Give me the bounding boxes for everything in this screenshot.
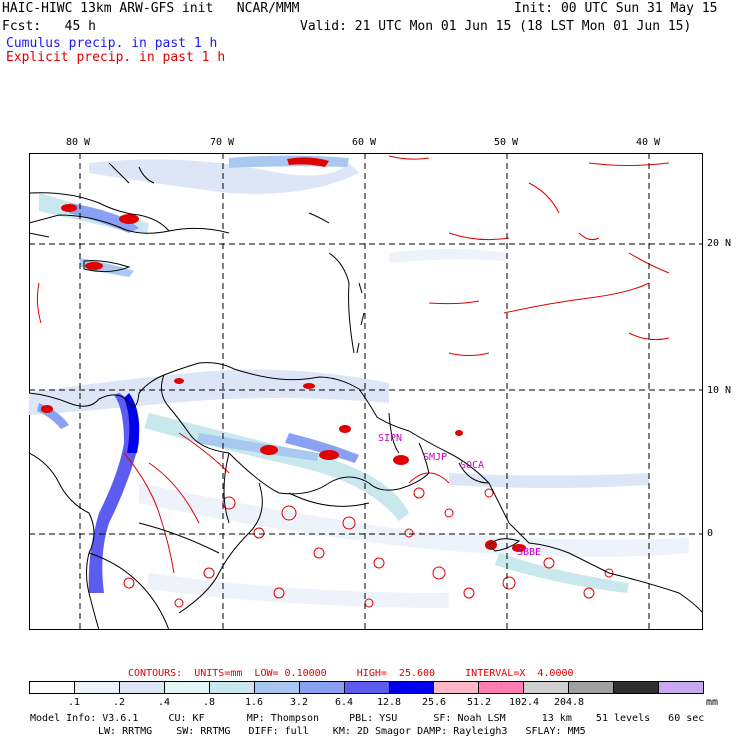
colorbar-swatch	[569, 682, 615, 693]
lat-label-10n: 10 N	[707, 385, 732, 396]
model-info-line2: LW: RRTMG SW: RRTMG DIFF: full KM: 2D Sm…	[98, 726, 586, 737]
colorbar-swatch	[30, 682, 75, 693]
colorbar-tick-label: 1.6	[244, 697, 264, 708]
lon-label-60w: 60 W	[352, 137, 377, 148]
site-label-sbbe: SBBE	[517, 547, 542, 558]
contours-info: CONTOURS: UNITS=mm LOW= 0.10000 HIGH= 25…	[128, 668, 574, 679]
forecast-hour: Fcst: 45 h	[2, 19, 96, 34]
colorbar-swatch	[524, 682, 570, 693]
colorbar-swatch	[119, 682, 165, 693]
site-label-smjp: SMJP	[423, 452, 448, 463]
valid-time: Valid: 21 UTC Mon 01 Jun 15 (18 LST Mon …	[300, 19, 692, 34]
colorbar-tick-label: 102.4	[508, 697, 540, 708]
colorbar-swatch	[614, 682, 660, 693]
init-time: Init: 00 UTC Sun 31 May 15	[514, 1, 718, 16]
lat-label-20n: 20 N	[707, 238, 732, 249]
model-info-line1: Model Info: V3.6.1 CU: KF MP: Thompson P…	[30, 713, 705, 724]
colorbar-swatch	[254, 682, 300, 693]
colorbar-tick-label: 51.2	[466, 697, 492, 708]
colorbar-swatch	[434, 682, 480, 693]
colorbar-tick-label: .1	[67, 697, 81, 708]
colorbar-tick-label: .2	[112, 697, 126, 708]
colorbar-swatch	[659, 682, 704, 693]
site-label-soca: SOCA	[460, 460, 485, 471]
colorbar-tick-label: .8	[202, 697, 216, 708]
site-label-sipn: SIPN	[378, 433, 403, 444]
lat-lon-grid	[29, 153, 703, 630]
lat-label-0: 0	[707, 528, 714, 539]
lon-label-40w: 40 W	[636, 137, 661, 148]
lon-label-80w: 80 W	[66, 137, 91, 148]
coastlines	[29, 162, 703, 630]
lon-label-70w: 70 W	[210, 137, 235, 148]
precipitation-map	[29, 153, 703, 630]
cumulus-legend: Cumulus precip. in past 1 h	[6, 36, 218, 51]
colorbar-swatch	[344, 682, 390, 693]
colorbar-unit: mm	[706, 697, 719, 708]
colorbar-tick-label: .4	[157, 697, 171, 708]
colorbar-tick-label: 3.2	[289, 697, 309, 708]
colorbar-tick-label: 25.6	[421, 697, 447, 708]
explicit-legend: Explicit precip. in past 1 h	[6, 50, 226, 65]
precip-colorbar	[29, 681, 704, 694]
lon-label-50w: 50 W	[494, 137, 519, 148]
colorbar-swatch	[299, 682, 345, 693]
colorbar-swatch	[389, 682, 435, 693]
colorbar-swatch	[74, 682, 120, 693]
colorbar-swatch	[164, 682, 210, 693]
colorbar-swatch	[209, 682, 255, 693]
cumulus-precip-field	[29, 155, 689, 608]
colorbar-tick-label: 204.8	[553, 697, 585, 708]
colorbar-tick-label: 6.4	[334, 697, 354, 708]
colorbar-tick-label: 12.8	[376, 697, 402, 708]
plot-title: HAIC-HIWC 13km ARW-GFS init NCAR/MMM	[2, 1, 300, 16]
colorbar-swatch	[479, 682, 525, 693]
